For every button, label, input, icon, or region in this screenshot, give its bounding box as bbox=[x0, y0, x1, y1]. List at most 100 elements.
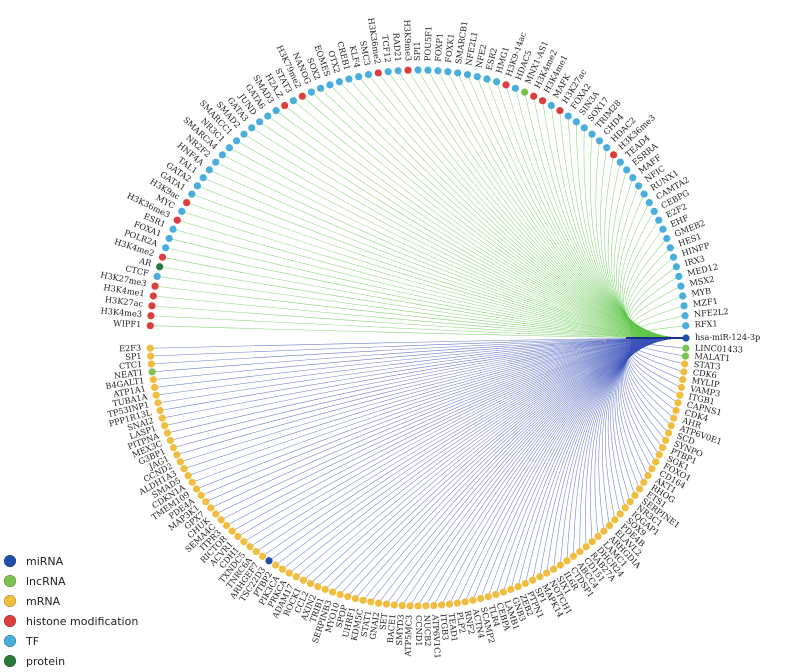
edge-upper-rad21 bbox=[397, 70, 687, 339]
node-stat1 bbox=[367, 598, 375, 606]
node-label-e2f3: E2F3 bbox=[119, 343, 141, 354]
node-mex3c bbox=[166, 436, 174, 444]
node-il6r bbox=[556, 561, 564, 569]
legend-label: mRNA bbox=[26, 594, 61, 608]
node-label-itgb3: ITGB3 bbox=[438, 613, 450, 640]
node-smc3 bbox=[364, 71, 373, 79]
node-tsc22d3 bbox=[265, 557, 273, 565]
node-hdac5 bbox=[511, 84, 519, 92]
node-label-atp5mc3: ATP5MC3 bbox=[403, 615, 414, 658]
node-label-pou5f1: POU5F1 bbox=[422, 26, 433, 62]
node-label-ar: AR bbox=[137, 255, 153, 268]
node-label-klf4: KLF4 bbox=[348, 45, 363, 69]
node-cd164 bbox=[648, 465, 656, 473]
node-e2f2 bbox=[655, 216, 663, 224]
node-otx2 bbox=[335, 78, 344, 86]
node-label-rad21: RAD21 bbox=[391, 32, 403, 62]
node-label-stat3: STAT3 bbox=[693, 359, 721, 372]
node-myb bbox=[679, 292, 687, 300]
node-gata1 bbox=[188, 190, 196, 198]
legend-item-lncrna: lncRNA bbox=[4, 571, 264, 591]
node-h3k27me3 bbox=[151, 282, 159, 290]
node-tcf12 bbox=[384, 68, 392, 76]
legend-item-histone-modification: histone modification bbox=[4, 611, 264, 631]
node-nfe2 bbox=[473, 73, 481, 81]
node-label-smyd3: SMYD3 bbox=[394, 614, 406, 646]
node-cdh1 bbox=[240, 538, 248, 546]
node-cdkn1a bbox=[188, 478, 196, 486]
node-snai2 bbox=[158, 414, 166, 422]
node-irx3 bbox=[672, 263, 680, 271]
node-label-linc01433: LINC01433 bbox=[695, 343, 744, 355]
node-prkca bbox=[285, 569, 293, 577]
node-cdk4 bbox=[672, 406, 680, 415]
mirna-circle-icon bbox=[4, 555, 16, 567]
node-rhog bbox=[640, 478, 648, 486]
node-h3k36me3 bbox=[173, 216, 181, 224]
node-set bbox=[382, 600, 391, 608]
node-nfic bbox=[635, 182, 643, 190]
node-klf4 bbox=[355, 73, 363, 81]
node-foxk1 bbox=[444, 68, 452, 76]
node-sgk1 bbox=[655, 451, 663, 459]
node-aldh1a3 bbox=[180, 465, 188, 473]
node-maff bbox=[629, 174, 637, 182]
node-lamb1 bbox=[499, 588, 507, 596]
node-uhrf1 bbox=[351, 594, 359, 603]
node-gmeb2 bbox=[663, 234, 671, 243]
node-h3k4me1 bbox=[538, 97, 547, 105]
node-gata2 bbox=[193, 182, 201, 190]
node-label-set: SET bbox=[377, 612, 389, 631]
node-label-h3k9me3: H3K9me3 bbox=[402, 19, 414, 61]
mrna-circle-icon bbox=[4, 595, 16, 607]
node-serpinb3 bbox=[329, 588, 337, 596]
node-sp1 bbox=[529, 576, 537, 584]
node-ptbp2 bbox=[272, 561, 280, 569]
node-hnf4a bbox=[205, 166, 213, 174]
node-ptpn1 bbox=[521, 579, 530, 588]
legend-label: lncRNA bbox=[26, 574, 66, 588]
node-label-h3k27ac: H3K27ac bbox=[104, 294, 144, 309]
node-atp6v1c1 bbox=[430, 601, 438, 610]
node-nr3c1 bbox=[225, 144, 233, 152]
node-sin3a bbox=[572, 118, 580, 126]
node-pou5f1 bbox=[424, 66, 432, 74]
node-med12 bbox=[675, 272, 683, 281]
node-h3k9ac bbox=[183, 199, 191, 207]
node-h3k4me2 bbox=[530, 92, 538, 100]
nodes bbox=[146, 66, 690, 610]
node-label-nucb2: NUCB2 bbox=[422, 615, 433, 647]
node-mylip bbox=[679, 376, 687, 384]
legend-label: TF bbox=[26, 634, 40, 648]
node-label-mylip: MYLIP bbox=[691, 375, 721, 389]
node-ehf bbox=[659, 225, 667, 233]
node-b4galt1 bbox=[149, 376, 157, 384]
edge-upper-h3k9me3 bbox=[407, 70, 687, 339]
node-capns1 bbox=[674, 399, 682, 407]
edge-lower-nucb2 bbox=[425, 337, 687, 607]
node-foxo1 bbox=[652, 458, 660, 466]
node-scd bbox=[664, 429, 673, 437]
node-ctdsp1 bbox=[563, 557, 571, 565]
node-esrra bbox=[623, 166, 631, 174]
node-bace1 bbox=[390, 601, 398, 609]
node-pde4b bbox=[611, 516, 619, 524]
node-sox2 bbox=[317, 84, 325, 92]
node-gnb3 bbox=[507, 585, 515, 594]
node-label-gnai2: GNAI2 bbox=[367, 611, 381, 640]
node-label-tead1: TEAD1 bbox=[447, 612, 460, 642]
node-label-smc3: SMC3 bbox=[358, 40, 373, 67]
node-cd151 bbox=[576, 548, 584, 556]
node-malat1 bbox=[681, 352, 689, 360]
node-plp2 bbox=[453, 599, 461, 607]
node-synpo bbox=[662, 436, 670, 444]
node-label-ctc1: CTC1 bbox=[119, 359, 143, 371]
node-iqgap1 bbox=[621, 504, 629, 512]
node-rfx1 bbox=[682, 322, 690, 330]
node-pitpna bbox=[163, 429, 172, 437]
node-ctc1 bbox=[147, 360, 155, 368]
node-stat3 bbox=[289, 97, 298, 105]
node-myo10 bbox=[336, 590, 344, 599]
node-itgb3 bbox=[438, 601, 446, 609]
node-smad3 bbox=[272, 107, 280, 115]
